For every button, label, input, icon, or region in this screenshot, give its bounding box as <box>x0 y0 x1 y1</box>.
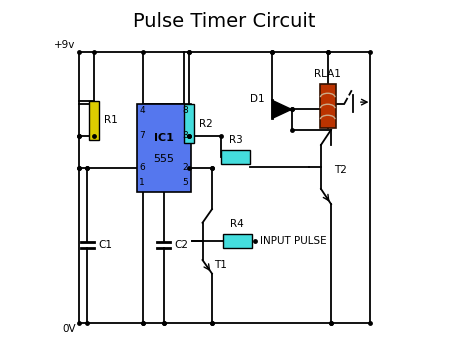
Text: C1: C1 <box>98 240 112 250</box>
Bar <box>184 104 194 143</box>
Text: D1: D1 <box>250 94 264 104</box>
Text: 7: 7 <box>139 131 145 140</box>
Text: R3: R3 <box>229 135 242 144</box>
Text: R1: R1 <box>104 115 118 125</box>
Text: +9v: +9v <box>54 40 75 50</box>
Bar <box>136 104 191 192</box>
Text: T1: T1 <box>214 260 227 270</box>
Bar <box>320 84 336 128</box>
Text: C2: C2 <box>174 240 189 250</box>
Bar <box>223 234 251 248</box>
Text: R2: R2 <box>199 119 212 129</box>
Text: 5: 5 <box>182 178 188 187</box>
Text: INPUT PULSE: INPUT PULSE <box>260 236 327 246</box>
Bar <box>221 150 250 164</box>
Text: 6: 6 <box>139 163 145 172</box>
Text: R4: R4 <box>230 219 244 229</box>
Bar <box>89 101 99 140</box>
Text: 8: 8 <box>182 106 188 115</box>
Text: RLA1: RLA1 <box>314 69 341 79</box>
Text: T2: T2 <box>335 165 348 175</box>
Text: 3: 3 <box>182 131 188 140</box>
Text: 0V: 0V <box>62 324 75 334</box>
Text: 1: 1 <box>139 178 145 187</box>
Polygon shape <box>272 100 291 118</box>
Text: 4: 4 <box>139 106 145 115</box>
Text: Pulse Timer Circuit: Pulse Timer Circuit <box>133 12 316 31</box>
Text: 2: 2 <box>182 163 188 172</box>
Text: 555: 555 <box>153 154 174 164</box>
Text: IC1: IC1 <box>154 133 173 143</box>
